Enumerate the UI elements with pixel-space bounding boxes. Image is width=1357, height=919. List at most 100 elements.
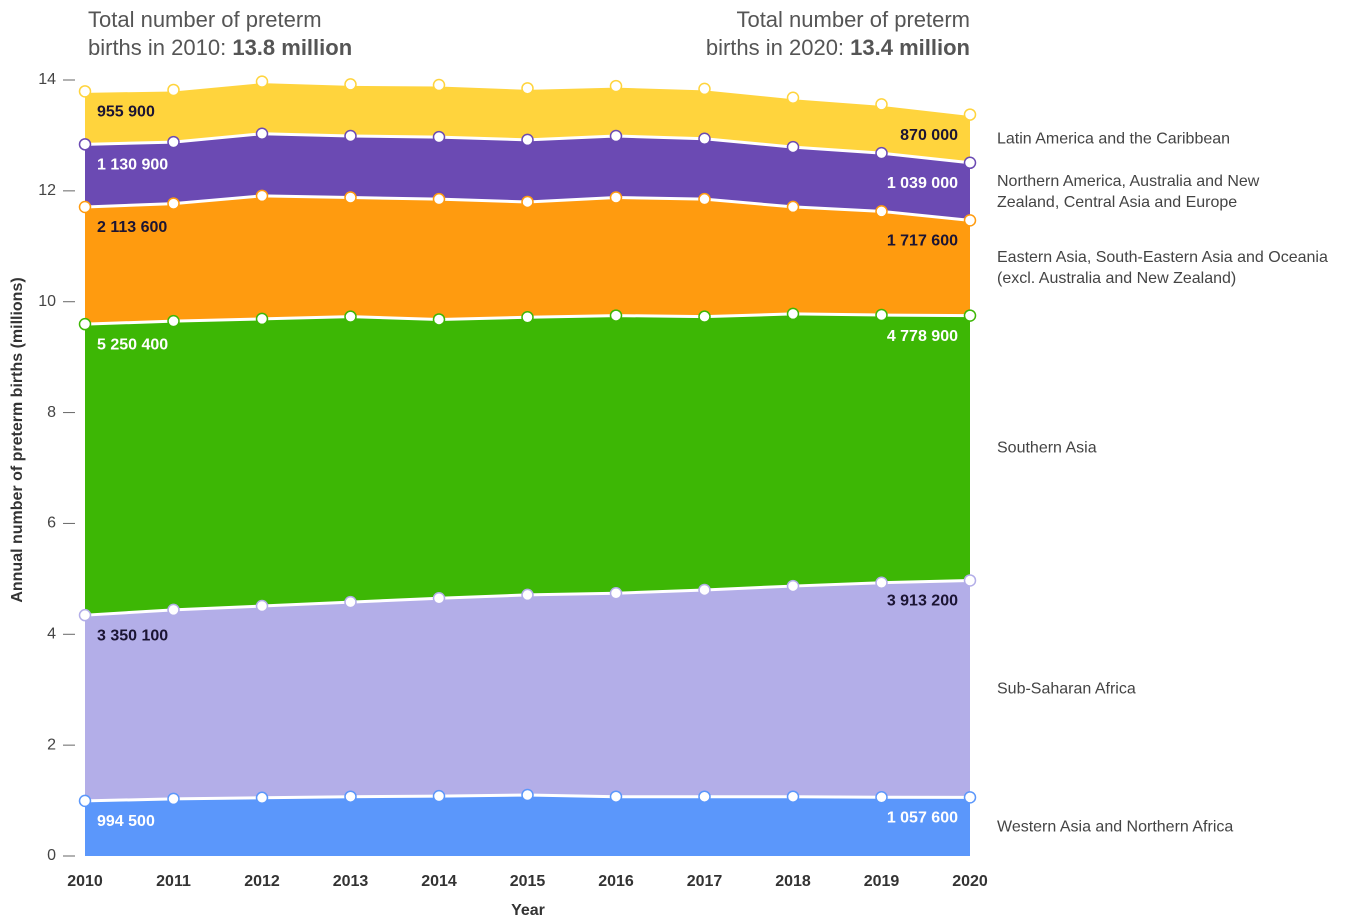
x-tick-label: 2015 [510,873,546,890]
marker [609,191,623,204]
areas [85,81,970,856]
marker [875,98,888,111]
marker [609,129,623,143]
marker [875,205,888,218]
x-axis-title: Year [511,902,545,919]
marker [521,133,534,147]
marker [963,791,977,804]
marker [78,138,92,151]
value-label: 2 113 600 [97,219,167,236]
marker [521,195,534,209]
y-tick-label: 10 [38,293,56,310]
marker [78,85,92,98]
value-label: 955 900 [97,104,155,121]
legend-item: Western Asia and Northern Africa [997,818,1234,836]
marker [255,75,269,88]
marker [521,310,534,324]
marker [521,82,534,95]
marker [963,108,977,121]
marker [344,595,357,609]
marker [521,588,534,602]
area [85,133,970,221]
area [85,195,970,325]
x-tick-label: 2019 [864,873,900,890]
marker [963,574,977,587]
value-labels: 994 500 1 057 600 3 350 100 3 913 200 5 250 … [97,104,958,831]
marker [786,140,800,154]
marker [698,132,711,146]
legend-item: Southern Asia [997,439,1097,457]
marker [167,603,180,617]
value-label: 5 250 400 [97,336,168,353]
marker [698,790,711,803]
marker [875,576,888,589]
value-label: 1 057 600 [887,810,958,827]
marker [255,127,269,141]
marker [167,314,180,328]
marker [875,790,888,804]
x-tick-label: 2016 [598,873,634,890]
legend-item: Northern America, Australia and New Zeal… [997,172,1260,211]
marker [609,79,623,93]
legend-item: Eastern Asia, South-Eastern Asia and Oce… [997,248,1328,287]
marker [255,599,269,613]
annotation-text: Total number of preterm births in 2020: [705,7,970,60]
value-label: 3 350 100 [97,627,168,644]
marker [432,789,446,803]
marker [255,312,269,326]
marker [609,790,623,803]
marker [609,587,623,600]
marker [432,78,446,92]
marker [521,788,534,802]
y-tick-label: 2 [47,736,56,753]
marker [78,200,92,214]
x-tick-label: 2018 [775,873,811,890]
y-tick-label: 6 [47,515,56,532]
x-tick-label: 2010 [67,873,103,890]
marker [344,191,357,204]
y-tick-label: 14 [38,71,56,88]
marker [432,130,446,144]
marker [167,135,180,149]
x-tick-label: 2011 [156,873,191,890]
annotation-emphasis: 13.8 million [232,35,353,60]
marker [255,189,269,203]
marker [167,197,180,210]
legend-item: Sub-Saharan Africa [997,680,1136,698]
marker [78,608,92,622]
marker [698,310,711,323]
x-tick-label: 2020 [952,873,988,890]
marker [78,317,92,331]
value-label: 994 500 [97,813,155,830]
marker [963,309,977,322]
marker [786,790,800,803]
y-tick-label: 0 [47,847,56,864]
value-label: 1 130 900 [97,157,168,174]
annotation: Total number of preterm births in 2020: … [680,6,970,62]
legend-item: Latin America and the Caribbean [997,130,1231,148]
x-tick-label: 2014 [421,873,457,890]
marker [78,794,92,808]
x-tick-label: 2017 [687,873,723,890]
marker [698,192,711,206]
x-tick-label: 2012 [244,873,280,890]
marker [432,192,446,206]
marker [963,214,977,227]
marker [786,91,800,104]
marker [786,307,800,321]
marker [432,592,446,605]
x-tick-label: 2013 [333,873,369,890]
marker [344,78,357,91]
marker [963,156,977,170]
y-axis-title: Annual number of preterm births (million… [9,277,26,602]
value-label: 3 913 200 [887,593,958,610]
marker [875,146,888,160]
area [85,795,970,856]
annotation-text: Total number of preterm births in 2010: [88,7,322,60]
y-tick-label: 8 [47,404,56,421]
marker [255,791,269,805]
marker [698,583,711,597]
annotation-emphasis: 13.4 million [850,35,970,60]
